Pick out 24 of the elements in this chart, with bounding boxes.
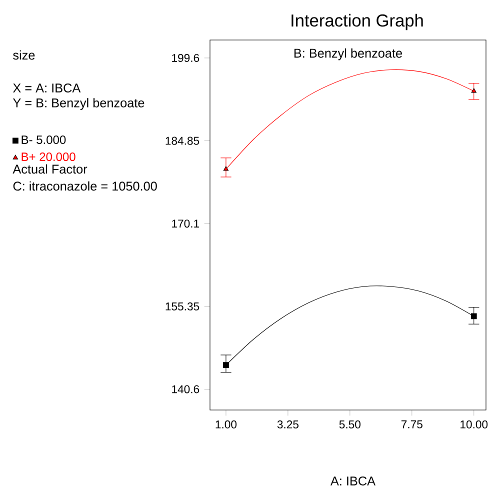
x-tick-label: 1.00 [216,420,237,428]
y-tick-label: 140.6 [172,385,200,394]
x-tick-label: 10.00 [460,420,488,428]
x-tick-label: 5.50 [339,420,360,428]
x-tick-label: 3.25 [277,420,299,428]
y-tick-label: 155.35 [166,302,200,310]
point [470,313,477,320]
y-tick-label: 199.6 [172,54,200,62]
point [223,166,229,171]
chart-title: Interaction Graph [292,14,423,30]
text: B: Benzyl benzoate [294,48,402,60]
y-tick-label: 184.85 [166,136,200,145]
legend-label: B+ 20.000 [22,152,76,162]
text: size [13,50,35,60]
legend-label: B- 5.000 [22,136,66,144]
x-axis-title: A: IBCA [330,476,376,486]
text: C: itraconazole = 1050.00 [13,181,157,191]
y-tick-label: 170.1 [172,220,200,228]
x-tick-label: 7.75 [401,420,422,428]
text: Actual Factor [12,164,88,174]
point [471,88,476,93]
point [223,362,229,368]
text: Y = B: Benzyl benzoate [12,98,144,110]
text: X = A: IBCA [13,84,81,92]
